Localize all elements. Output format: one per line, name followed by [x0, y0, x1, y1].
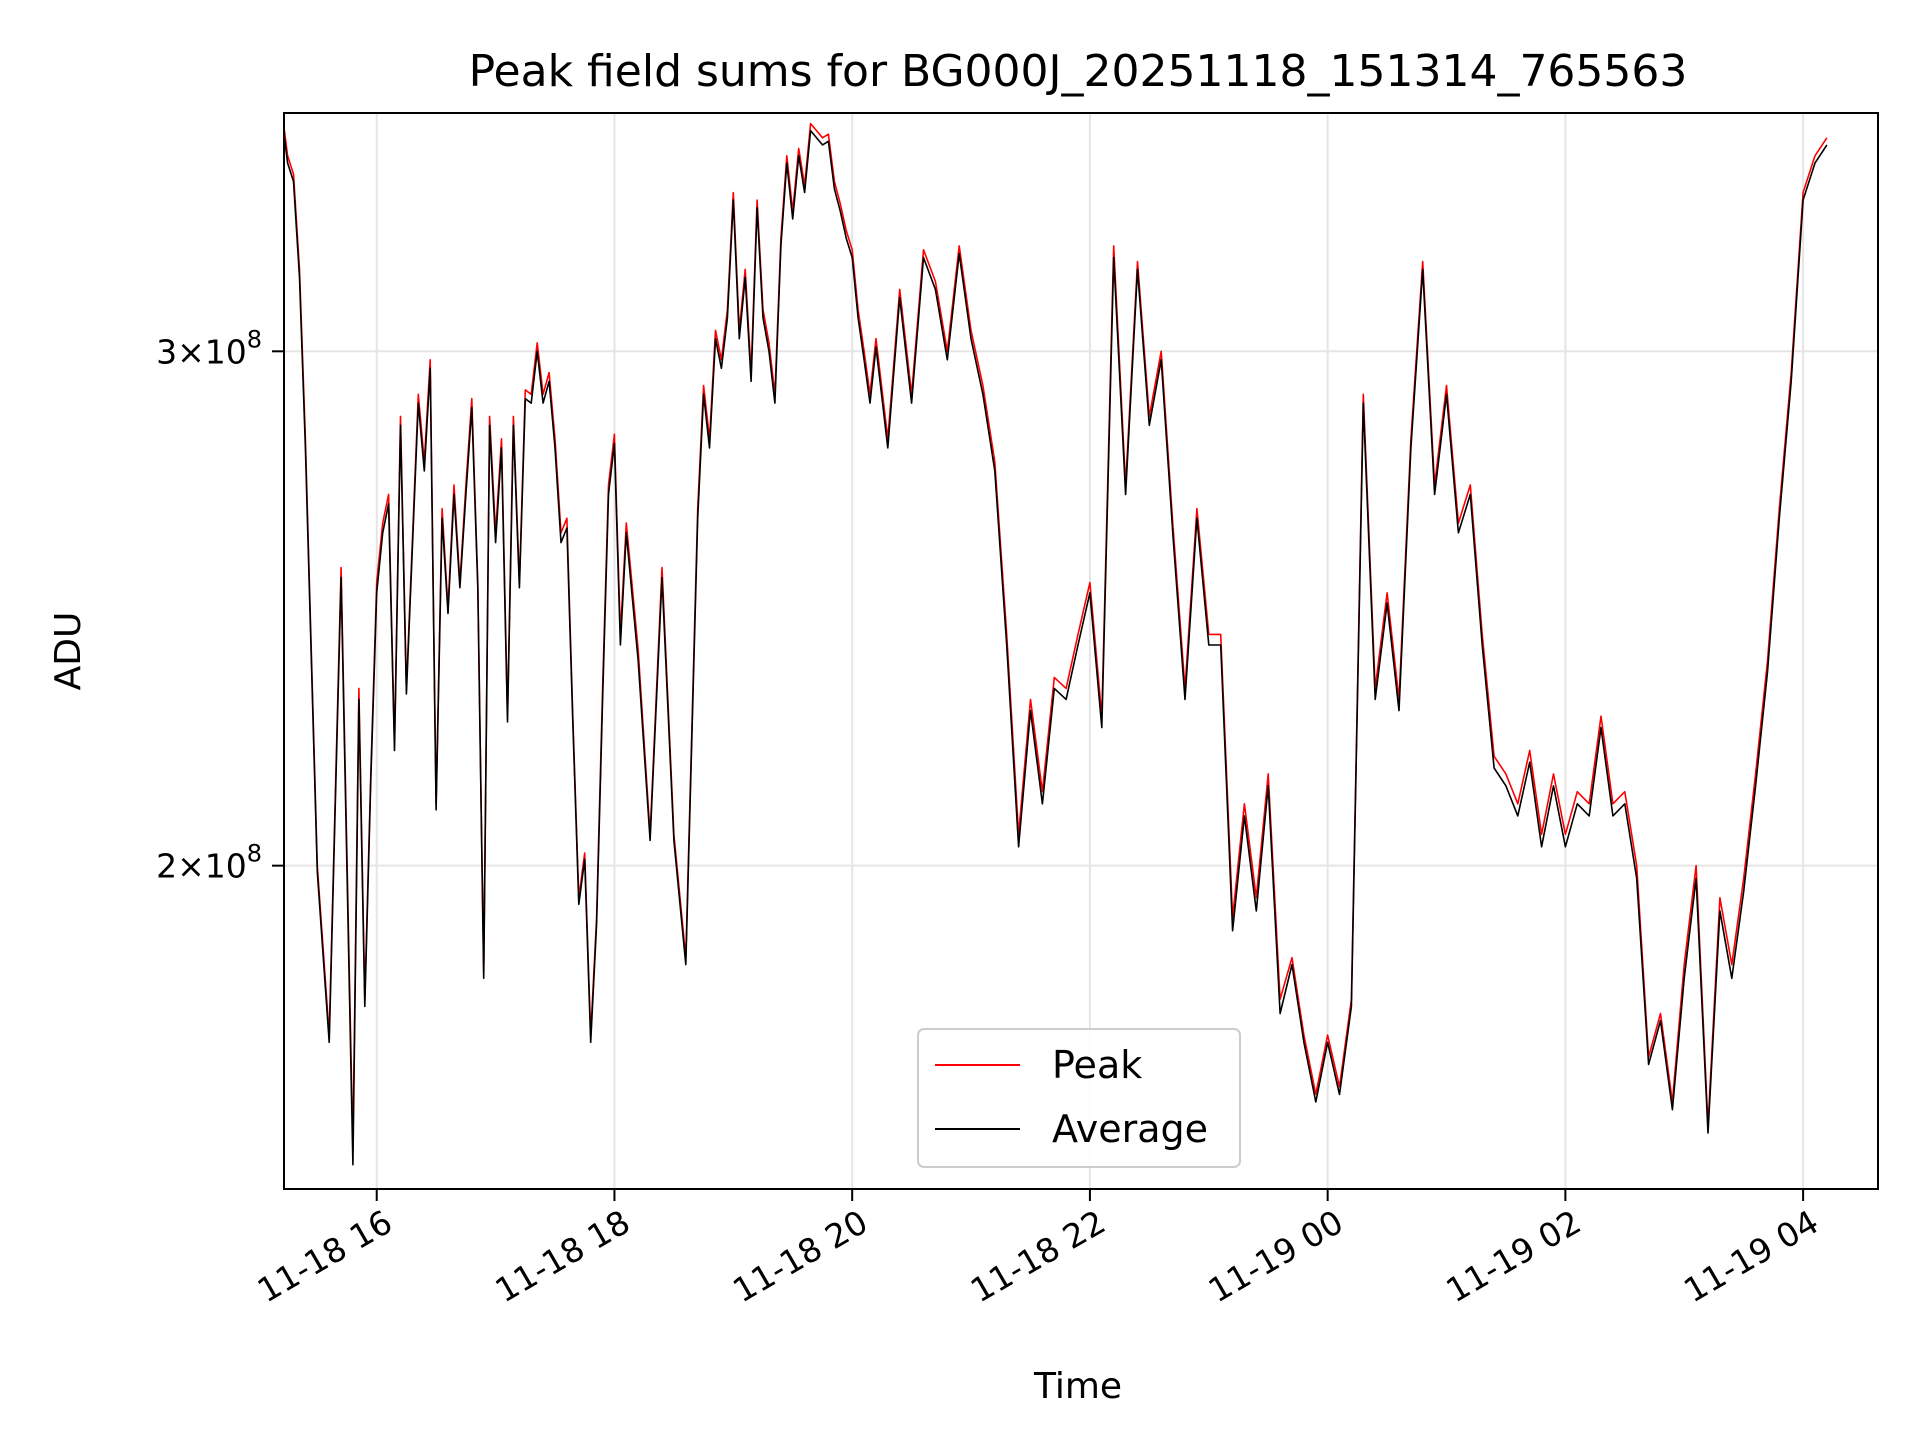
y-tick-label-times: ×10 [177, 847, 247, 886]
y-tick-label-base: 2 [156, 847, 177, 886]
y-tick-label-exp: 8 [247, 325, 262, 353]
legend-box [917, 1028, 1241, 1168]
chart-title: Peak field sums for BG000J_20251118_1513… [469, 46, 1688, 97]
series-layer [283, 122, 1828, 1166]
y-tick-label: 3×108 [156, 325, 262, 371]
legend: Peak Average [917, 1028, 1241, 1168]
legend-label-peak: Peak [1052, 1043, 1142, 1087]
series-line-average [283, 129, 1828, 1166]
grid-lines [284, 113, 1878, 1189]
legend-label-average: Average [1052, 1107, 1208, 1151]
plot-frame [283, 112, 1879, 1190]
y-tick-label-times: ×10 [177, 332, 247, 371]
y-tick-label-base: 3 [156, 332, 177, 371]
y-tick-label-exp: 8 [247, 840, 262, 868]
y-tick-label: 2×108 [156, 840, 262, 886]
y-axis-label: ADU [48, 612, 89, 691]
x-axis-label: Time [1033, 1366, 1122, 1407]
